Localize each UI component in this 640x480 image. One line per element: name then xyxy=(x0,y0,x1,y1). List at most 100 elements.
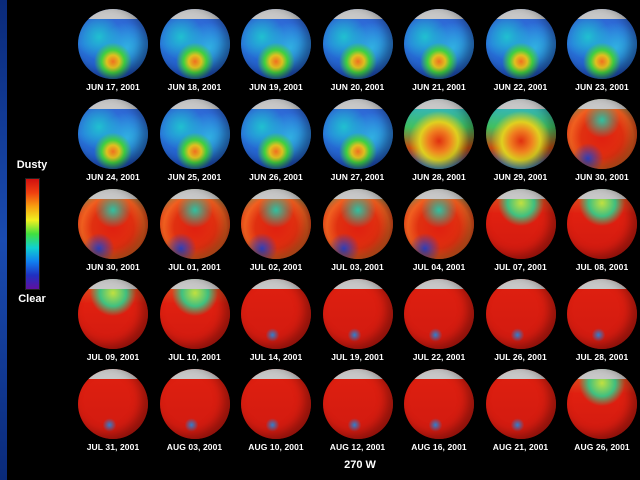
globe-frame: JUL 19, 2001 xyxy=(318,276,400,366)
frame-date-label: JUL 07, 2001 xyxy=(494,262,547,272)
polar-cap xyxy=(78,99,148,109)
mars-globe xyxy=(159,279,230,349)
globe-frame: JUN 30, 2001 xyxy=(73,186,155,276)
mars-globe xyxy=(404,189,474,259)
frame-date-label: JUN 23, 2001 xyxy=(575,82,629,92)
frame-date-label: JUN 21, 2001 xyxy=(412,82,466,92)
globe-frame: JUL 07, 2001 xyxy=(481,186,563,276)
polar-cap xyxy=(241,369,311,379)
globe-frame: JUN 28, 2001 xyxy=(399,96,481,186)
globe-shade xyxy=(241,189,311,259)
globe-shade xyxy=(404,279,474,349)
globe-frame: JUN 30, 2001 xyxy=(562,96,640,186)
mars-globe xyxy=(567,279,637,349)
frame-date-label: JUN 30, 2001 xyxy=(575,172,629,182)
globe-frame: JUL 10, 2001 xyxy=(155,276,237,366)
globe-shade xyxy=(241,369,311,439)
globe-shade xyxy=(404,369,474,439)
globe-shade xyxy=(160,189,230,259)
mars-globe xyxy=(322,369,393,439)
globe-shade xyxy=(567,189,637,259)
mars-globe xyxy=(567,99,637,169)
frame-date-label: JUL 08, 2001 xyxy=(575,262,629,272)
frame-date-label: AUG 16, 2001 xyxy=(411,442,467,452)
globe-frame: AUG 26, 2001 xyxy=(562,366,640,456)
globe-shade xyxy=(404,9,474,79)
globe-frame: JUL 01, 2001 xyxy=(155,186,237,276)
globe-frame: JUN 24, 2001 xyxy=(73,96,155,186)
mars-globe xyxy=(322,189,393,259)
polar-cap xyxy=(78,369,148,379)
globe-shade xyxy=(78,9,148,79)
polar-cap xyxy=(567,9,637,19)
mars-globe xyxy=(322,279,393,349)
frame-date-label: JUL 02, 2001 xyxy=(249,262,303,272)
polar-cap xyxy=(485,279,556,289)
globe-frame: JUL 22, 2001 xyxy=(399,276,481,366)
globe-frame: JUN 23, 2001 xyxy=(562,6,640,96)
globe-shade xyxy=(567,279,637,349)
globe-shade xyxy=(323,99,393,169)
polar-cap xyxy=(159,9,230,19)
mars-globe xyxy=(404,99,474,169)
legend-dusty-label: Dusty xyxy=(16,159,48,171)
globe-shade xyxy=(241,279,311,349)
frame-date-label: JUL 31, 2001 xyxy=(86,442,140,452)
globe-shade xyxy=(567,9,637,79)
mars-globe xyxy=(241,369,311,439)
frame-date-label: JUN 18, 2001 xyxy=(167,82,222,92)
frame-date-label: AUG 10, 2001 xyxy=(248,442,304,452)
mars-globe xyxy=(159,189,230,259)
legend-clear-label: Clear xyxy=(18,293,46,305)
frame-date-label: JUL 09, 2001 xyxy=(86,352,140,362)
polar-cap xyxy=(159,189,230,199)
polar-cap xyxy=(485,9,556,19)
polar-cap xyxy=(567,189,637,199)
frame-date-label: JUN 30, 2001 xyxy=(86,262,140,272)
mars-globe xyxy=(159,99,230,169)
globe-shade xyxy=(486,369,556,439)
globe-frame: JUN 20, 2001 xyxy=(318,6,400,96)
frame-date-label: JUL 14, 2001 xyxy=(249,352,303,362)
mars-globe xyxy=(567,9,637,79)
mars-globe xyxy=(241,279,311,349)
globe-frame: JUN 22, 2001 xyxy=(481,6,563,96)
globe-shade xyxy=(486,99,556,169)
globe-shade xyxy=(567,369,637,439)
globe-frame: JUN 17, 2001 xyxy=(73,6,155,96)
globe-frame: JUL 03, 2001 xyxy=(318,186,400,276)
globe-shade xyxy=(160,9,230,79)
globe-shade xyxy=(323,9,393,79)
mars-globe xyxy=(485,9,556,79)
globe-shade xyxy=(241,99,311,169)
frame-date-label: JUN 17, 2001 xyxy=(86,82,140,92)
globe-shade xyxy=(323,279,393,349)
polar-cap xyxy=(322,99,393,109)
mars-globe xyxy=(322,9,393,79)
polar-cap xyxy=(322,369,393,379)
mars-globe xyxy=(78,99,148,169)
mars-globe xyxy=(159,369,230,439)
globe-frame: JUN 19, 2001 xyxy=(236,6,318,96)
globe-grid: JUN 17, 2001 JUN 18, 2001 JUN 19, 2001 JUN … xyxy=(73,6,640,452)
polar-cap xyxy=(567,99,637,109)
globe-frame: JUL 28, 2001 xyxy=(562,276,640,366)
globe-shade xyxy=(78,99,148,169)
frame-date-label: JUN 20, 2001 xyxy=(330,82,385,92)
globe-frame: AUG 10, 2001 xyxy=(236,366,318,456)
mars-globe xyxy=(485,369,556,439)
frame-date-label: JUN 22, 2001 xyxy=(493,82,548,92)
left-accent-bar xyxy=(0,0,7,480)
frame-date-label: JUL 03, 2001 xyxy=(331,262,384,272)
mars-globe xyxy=(78,189,148,259)
globe-shade xyxy=(160,279,230,349)
polar-cap xyxy=(404,99,474,109)
polar-cap xyxy=(404,279,474,289)
globe-shade xyxy=(404,189,474,259)
globe-frame: JUL 31, 2001 xyxy=(73,366,155,456)
globe-shade xyxy=(323,189,393,259)
globe-frame: JUN 25, 2001 xyxy=(155,96,237,186)
globe-shade xyxy=(160,369,230,439)
mars-globe xyxy=(567,189,637,259)
frame-date-label: JUN 27, 2001 xyxy=(330,172,385,182)
